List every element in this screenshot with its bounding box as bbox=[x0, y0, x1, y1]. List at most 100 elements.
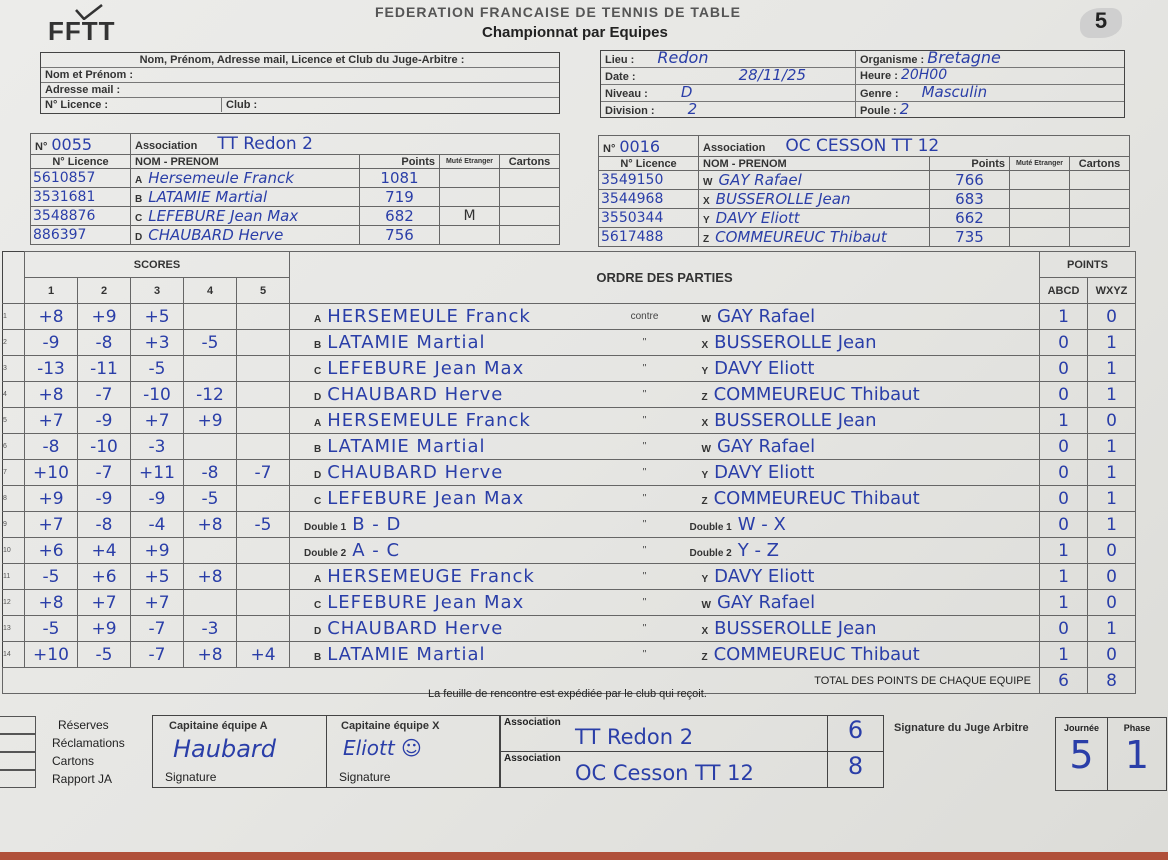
player-x-letter: W bbox=[701, 314, 711, 325]
game-number: 13 bbox=[2, 615, 25, 642]
check-label: Cartons bbox=[52, 754, 95, 768]
player-a-cell: D CHAUBARD Herve bbox=[289, 381, 610, 408]
judge-signature-label: Signature du Juge Arbitre bbox=[894, 722, 1029, 734]
logo-text: FFTT bbox=[48, 16, 116, 46]
points-abcd: 1 bbox=[1039, 589, 1088, 616]
set-score: -8 bbox=[77, 329, 131, 356]
points-wxyz: 1 bbox=[1087, 355, 1136, 382]
set-score: +9 bbox=[77, 303, 131, 330]
player-row: 886397 D CHAUBARD Herve 756 bbox=[30, 225, 560, 245]
game-number: 1 bbox=[2, 303, 25, 330]
check-label: Réclamations bbox=[52, 736, 125, 750]
check-item[interactable]: Cartons bbox=[0, 752, 150, 770]
association-name: OC CESSON TT 12 bbox=[785, 136, 940, 156]
player-a-letter: D bbox=[314, 392, 322, 403]
points-wxyz: 1 bbox=[1087, 511, 1136, 538]
team-header-row: N° 0055 Association TT Redon 2 bbox=[30, 133, 560, 155]
player-x-cell: Z COMMEUREUC Thibaut bbox=[679, 381, 1040, 408]
team-header-row: N° 0016 Association OC CESSON TT 12 bbox=[598, 135, 1130, 157]
set-score bbox=[236, 303, 290, 330]
phase-label: Phase bbox=[1123, 723, 1151, 733]
player-points: 682 bbox=[359, 206, 440, 226]
association-label: Association bbox=[135, 140, 198, 152]
check-box bbox=[0, 770, 36, 788]
game-row: 11 -5 +6 +5 +8 A HERSEMEUGE Franck " Y DAVY Eliot… bbox=[2, 563, 1136, 590]
player-x-cell: W GAY Rafael bbox=[679, 589, 1040, 616]
player-mute bbox=[1009, 170, 1070, 190]
journee-label: Journée bbox=[1063, 723, 1099, 733]
player-points: 683 bbox=[929, 189, 1010, 209]
points-abcd: 0 bbox=[1039, 615, 1088, 642]
player-x-cell: Double 2 Y - Z bbox=[679, 537, 1040, 564]
judge-email-field[interactable]: Adresse mail : bbox=[41, 83, 559, 98]
player-a-name: LEFEBURE Jean Max bbox=[327, 592, 525, 613]
player-a-cell: A HERSEMEULE Franck bbox=[289, 303, 610, 330]
player-x-name: W - X bbox=[737, 514, 786, 535]
player-x-letter: Y bbox=[701, 366, 709, 377]
player-x-cell: Y DAVY Eliott bbox=[679, 355, 1040, 382]
player-letter: A bbox=[135, 175, 143, 186]
player-name: BUSSEROLLE Jean bbox=[715, 190, 851, 208]
footer-notice: La feuille de rencontre est expédiée par… bbox=[428, 688, 707, 700]
player-x-cell: W GAY Rafael bbox=[679, 303, 1040, 330]
set-score: +9 bbox=[77, 615, 131, 642]
player-x-name: Y - Z bbox=[737, 540, 779, 561]
judge-name-field[interactable]: Nom et Prénom : bbox=[41, 68, 559, 83]
association-cell: Association TT Redon 2 bbox=[130, 133, 560, 155]
game-row: 7 +10 -7 +11 -8 -7 D CHAUBARD Herve " Y DAVY Eliot… bbox=[2, 459, 1136, 486]
player-licence: 5617488 bbox=[598, 227, 699, 247]
subheader-row: 1 2 3 4 5 ABCD WXYZ bbox=[3, 277, 1136, 304]
player-name: DAVY Eliott bbox=[715, 209, 800, 227]
player-a-name: LATAMIE Martial bbox=[327, 436, 486, 457]
set-score: -9 bbox=[77, 485, 131, 512]
game-number: 9 bbox=[2, 511, 25, 538]
player-cartons bbox=[499, 225, 560, 245]
column-header: Muté Etranger bbox=[1009, 156, 1070, 171]
points-abcd: 0 bbox=[1039, 511, 1088, 538]
player-x-letter: Double 2 bbox=[689, 548, 732, 559]
points-wxyz: 1 bbox=[1087, 485, 1136, 512]
player-a-letter: A bbox=[314, 314, 322, 325]
scores-header: SCORES bbox=[24, 251, 290, 278]
captain-a-signature: Haubard bbox=[173, 735, 277, 763]
set-score: +10 bbox=[24, 459, 78, 486]
player-a-cell: C LEFEBURE Jean Max bbox=[289, 485, 610, 512]
set-score: +5 bbox=[130, 563, 184, 590]
player-mute bbox=[439, 225, 500, 245]
check-item[interactable]: Réserves bbox=[0, 716, 150, 734]
player-cartons bbox=[499, 168, 560, 188]
player-x-cell: X BUSSEROLLE Jean bbox=[679, 329, 1040, 356]
fftt-logo: FFTT bbox=[48, 4, 116, 46]
set-score: +7 bbox=[24, 511, 78, 538]
poule-label: Poule : bbox=[860, 105, 897, 117]
genre-label: Genre : bbox=[860, 88, 899, 100]
player-x-name: COMMEUREUC Thibaut bbox=[713, 384, 920, 405]
player-mute bbox=[439, 168, 500, 188]
player-name: LATAMIE Martial bbox=[148, 188, 268, 206]
column-header: Points bbox=[359, 154, 440, 169]
game-row: 8 +9 -9 -9 -5 C LEFEBURE Jean Max " Z COMMEUREUC … bbox=[2, 485, 1136, 512]
journee-value: 5 bbox=[1069, 733, 1094, 777]
player-letter: X bbox=[703, 196, 710, 207]
player-x-cell: Y DAVY Eliott bbox=[679, 563, 1040, 590]
journee-cell: Journée 5 bbox=[1056, 718, 1108, 790]
check-item[interactable]: Rapport JA bbox=[0, 770, 150, 788]
game-row: 3 -13 -11 -5 C LEFEBURE Jean Max " Y DAVY Eliott… bbox=[2, 355, 1136, 382]
player-cartons bbox=[1069, 208, 1130, 228]
check-item[interactable]: Réclamations bbox=[0, 734, 150, 752]
player-licence: 3550344 bbox=[598, 208, 699, 228]
team-x-table: N° 0016 Association OC CESSON TT 12 N° Licen… bbox=[598, 135, 1130, 247]
judge-licence-field[interactable]: N° Licence : Club : bbox=[41, 98, 559, 113]
association-name: TT Redon 2 bbox=[217, 134, 313, 154]
captains-box: Capitaine équipe A Haubard Signature Cap… bbox=[152, 715, 500, 788]
games-table: SCORES ORDRE DES PARTIES POINTS 1 2 3 4 5 ABCD WX… bbox=[2, 251, 1136, 694]
points-header: POINTS bbox=[1039, 251, 1136, 278]
player-a-letter: D bbox=[314, 626, 322, 637]
points-wxyz: 1 bbox=[1087, 433, 1136, 460]
versus-label: " bbox=[609, 459, 680, 486]
game-row: 1 +8 +9 +5 A HERSEMEULE Franck contre W GAY Rafa… bbox=[2, 303, 1136, 330]
column-header: Cartons bbox=[499, 154, 560, 169]
team-number-cell: N° 0016 bbox=[598, 135, 699, 157]
captain-x-signature: Eliott ☺ bbox=[343, 736, 422, 760]
